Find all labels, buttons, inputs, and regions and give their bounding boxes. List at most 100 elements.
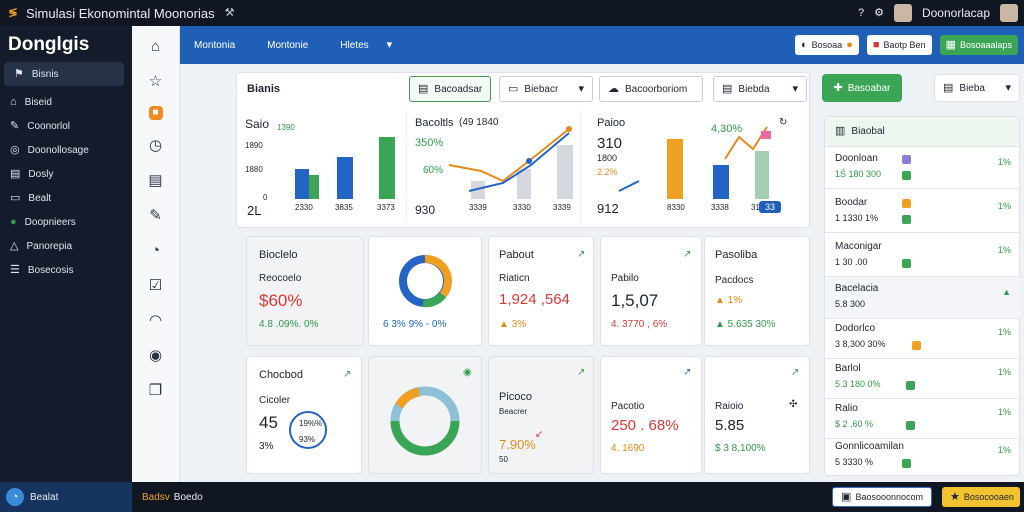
wrench-icon[interactable]: ⚒ xyxy=(224,6,235,19)
star-icon[interactable]: ☆ xyxy=(148,72,163,90)
kpi-tile-raioio[interactable]: ↗ ✣ Raioio 5.85 $ 3 8,100% xyxy=(704,356,810,474)
right-panel-header: ▥ Biaobal xyxy=(825,117,1019,147)
bar xyxy=(557,145,573,199)
copy-icon[interactable]: ❐ xyxy=(148,381,163,399)
sidebar-item-doopnieers[interactable]: ● Doopnieers xyxy=(0,210,132,234)
window-title: Simulasi Ekonomintal Moonorias xyxy=(26,5,215,21)
sidebar-item-bisnis[interactable]: ⚑ Bisnis xyxy=(4,62,124,86)
list-item[interactable]: Bacelacia 5.8 300 ▲ xyxy=(825,277,1021,319)
sidebar-item-doonollosage[interactable]: ◎ Doonollosage xyxy=(0,138,132,162)
list-item[interactable]: Gonnlicoamilan 5 3330 % 1% xyxy=(825,435,1021,477)
action-button[interactable]: ✚ Basoabar xyxy=(822,74,902,102)
kpi-tile-pacotio[interactable]: ↗ Pacotio 250 . 68% 4. 1690 xyxy=(600,356,702,474)
filter-bacoadsar[interactable]: ▤ Bacoadsar xyxy=(409,76,492,102)
item-pct: 1% xyxy=(997,245,1011,255)
x-tick: 3835 xyxy=(335,203,353,212)
sidebar: Donglgis ⚑ Bisnis ⌂ Biseid ✎ Coonorlol ◎ Doo… xyxy=(0,26,132,482)
nav-pill-action[interactable]: ▦ Bosoaaalaps xyxy=(939,35,1018,55)
panel-title: Biaobal xyxy=(851,126,885,137)
tab-montonie[interactable]: Montonie xyxy=(267,39,309,51)
tile-value: 45 xyxy=(259,413,278,432)
filter-label: Biebacr xyxy=(524,83,559,95)
tab-hletes[interactable]: Hletes xyxy=(340,39,369,51)
home-icon[interactable]: ⌂ xyxy=(150,37,161,55)
item-name: Bacelacia xyxy=(835,283,879,294)
tile-value: $60% xyxy=(259,291,303,310)
item-value: 5.8 300 xyxy=(835,299,866,309)
tile-value: 1,5,07 xyxy=(611,291,659,310)
expand-icon[interactable]: ✣ xyxy=(789,399,798,410)
action-select[interactable]: ▤ Bieba ▾ xyxy=(934,74,1020,102)
pen-icon: ✎ xyxy=(10,119,20,132)
list-item[interactable]: Dodorlco 3 8,300 30% 1% xyxy=(825,317,1021,359)
refresh-icon[interactable]: ↻ xyxy=(779,117,788,128)
nav-pill-secondary[interactable]: ■ Baotp Ben xyxy=(866,35,932,55)
bar xyxy=(471,181,485,199)
sidebar-item-panorepia[interactable]: △ Panorepia xyxy=(0,234,132,258)
list-item[interactable]: Barlol 5.3 180 0% 1% xyxy=(825,357,1021,399)
sidebar-item-bosecosis[interactable]: ☰ Bosecosis xyxy=(0,258,132,282)
filter-bacoorboriom[interactable]: ☁ Bacoorboriom xyxy=(599,76,703,102)
item-name: Gonnlicoamilan xyxy=(835,441,904,452)
kpi-tile-pasoliba[interactable]: Pasoliba Pacdocs ▲ 1% ▲ 5.635 30% xyxy=(704,236,810,346)
list-item[interactable]: Ralio $ 2 ,60 % 1% xyxy=(825,397,1021,439)
calendar-icon: ▤ xyxy=(418,82,429,95)
tile-value: 250 . 68% xyxy=(611,417,679,434)
chart-badge[interactable]: 33 xyxy=(759,201,782,213)
user-avatar[interactable] xyxy=(893,4,912,22)
kpi-tile-ring[interactable]: ◉ xyxy=(368,356,482,474)
lock-icon[interactable]: ■ xyxy=(148,106,163,120)
sidebar-footer[interactable]: ◔ Bealat xyxy=(0,482,132,512)
tile-value: ▲ 1% xyxy=(715,295,743,306)
series-line-blue xyxy=(468,132,570,192)
footer-button-secondary[interactable]: ★ Bosocooaen xyxy=(942,487,1020,507)
x-tick: 2330 xyxy=(295,203,313,212)
item-pct: ▲ xyxy=(1002,287,1011,297)
nav-pill-primary[interactable]: ◐ Bosoaa ● xyxy=(795,35,859,55)
user-circle-icon[interactable]: ◉ xyxy=(148,346,163,364)
help-icon[interactable]: ? xyxy=(857,6,865,19)
timer-icon[interactable]: ◔ xyxy=(150,241,161,259)
globe-icon: ◎ xyxy=(10,143,20,156)
sidebar-item-coonorlol[interactable]: ✎ Coonorlol xyxy=(0,114,132,138)
kpi-tile-pabilo[interactable]: ↗ Pabilo 1,5,07 4. 3770 , 6% xyxy=(600,236,702,346)
footer-status: Badsv xyxy=(142,491,170,503)
footer-button-primary[interactable]: ▣ Baosooonnocom xyxy=(832,487,932,507)
tile-value: 5.85 xyxy=(715,417,745,434)
tile-value: 7.90% xyxy=(499,437,536,452)
clock-icon[interactable]: ◷ xyxy=(148,136,163,154)
user-name[interactable]: Doonorlacap xyxy=(921,6,990,20)
filter-biebda[interactable]: ▤ Biebda ▾ xyxy=(713,76,807,102)
chart-foot: 930 xyxy=(415,203,436,217)
chevron-down-icon[interactable]: ▾ xyxy=(386,38,393,51)
kpi-tile-donut[interactable]: 6 3% 9% - 0% xyxy=(368,236,482,346)
pill-label: Bosoaa xyxy=(811,40,843,50)
kpi-tile-pabout[interactable]: Pabout ↗ Riaticn 1,924 ,564 ▲ 3% xyxy=(488,236,594,346)
mixed-chart-svg xyxy=(618,126,771,199)
tab-montonia[interactable]: Montonia xyxy=(194,39,236,51)
edit-icon[interactable]: ✎ xyxy=(149,206,162,224)
user-avatar-secondary[interactable] xyxy=(1000,4,1018,22)
list-icon: ☰ xyxy=(10,263,20,276)
chart-title: Saio xyxy=(245,117,270,131)
document-icon[interactable]: ▤ xyxy=(148,171,163,189)
checkbox-icon[interactable]: ☑ xyxy=(148,276,163,294)
donut-segment xyxy=(422,292,447,308)
pill-label: Baotp Ben xyxy=(883,40,926,50)
kpi-tile-picoco[interactable]: Picoco ↗ Beacrer 7.90% ↙ 50 xyxy=(488,356,594,474)
filter-biebacr[interactable]: ▭ Biebacr ▾ xyxy=(499,76,593,102)
donut-chart xyxy=(390,386,460,456)
kpi-tile-bioclelo[interactable]: Bioclelo Reocoelo $60% 4.8 .09%. 0% xyxy=(246,236,364,346)
list-item[interactable]: Doonloan 1Ś 180 300 1% xyxy=(825,147,1021,189)
sidebar-item-dosly[interactable]: ▤ Dosly xyxy=(0,162,132,186)
chart-stat: 2.2% xyxy=(597,167,618,177)
list-item[interactable]: Boodar 1 1330 1% 1% xyxy=(825,191,1021,233)
sidebar-item-biseid[interactable]: ⌂ Biseid xyxy=(0,90,132,114)
settings-icon[interactable]: ⚙ xyxy=(874,6,884,19)
bar xyxy=(755,151,769,199)
list-item[interactable]: Maconigar 1 30 .00 1% xyxy=(825,235,1021,277)
kpi-tile-chocbod[interactable]: Chocbod ↗ Cicoler 45 3% 19%% 93% xyxy=(246,356,362,474)
gauge-icon[interactable]: ◠ xyxy=(148,311,163,329)
sidebar-item-bealt[interactable]: ▭ Bealt xyxy=(0,186,132,210)
brand-title: Donglgis xyxy=(8,34,90,55)
